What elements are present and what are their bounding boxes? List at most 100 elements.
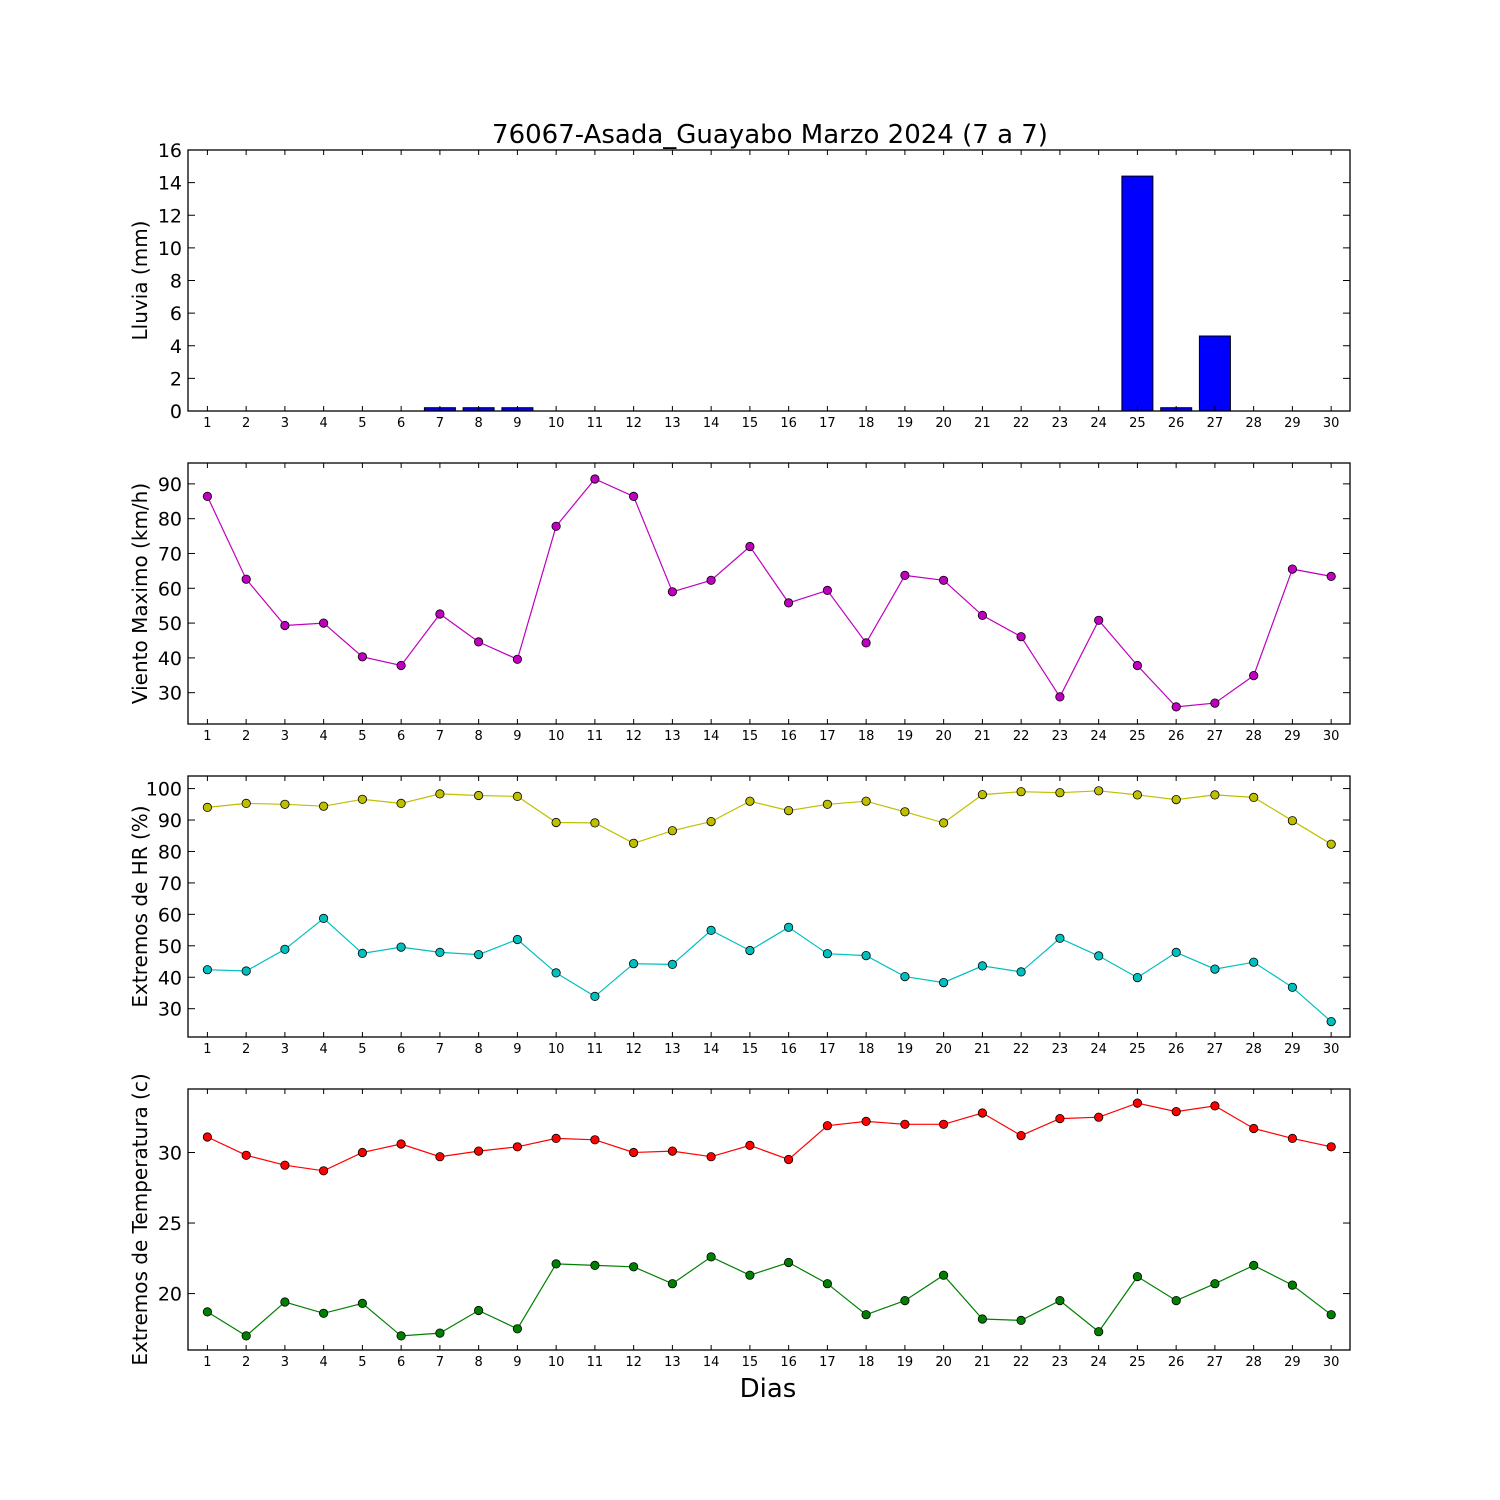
temperature-xtick-label-15: 15 <box>742 1355 759 1370</box>
humidity-series-1-point-day-12 <box>628 838 639 848</box>
temperature-xtick-label-8: 8 <box>475 1355 483 1370</box>
rainfall-xtick-label-24: 24 <box>1090 416 1107 431</box>
humidity-xtick-label-14: 14 <box>703 1042 720 1057</box>
temperature-series-2-point-day-24 <box>1094 1327 1104 1337</box>
wind-panel: 1 2 3 4 5 6 7 8 9 10 11 12 13 14 15 16 17 18 19 20 21 22 23 24 2… <box>128 462 1351 744</box>
wind-xtick-label-22: 22 <box>1013 729 1030 744</box>
temperature-xtick-label-24: 24 <box>1090 1355 1107 1370</box>
wind-xtick-label-27: 27 <box>1207 729 1224 744</box>
humidity-series-2-point-day-29 <box>1287 982 1298 992</box>
temperature-series-1-point-day-21 <box>977 1108 988 1118</box>
temperature-series-2-point-day-10 <box>551 1259 561 1269</box>
humidity-series-1-point-day-19 <box>900 807 910 817</box>
wind-xtick-label-14: 14 <box>703 729 720 744</box>
rainfall-xtick-label-30: 30 <box>1323 416 1340 431</box>
temperature-series-1-point-day-22 <box>1016 1131 1026 1141</box>
rainfall-xtick-label-19: 19 <box>897 416 914 431</box>
temperature-series-2-point-day-15 <box>745 1270 755 1280</box>
wind-ytick-label-70: 70 <box>158 543 182 565</box>
wind-xtick-label-4: 4 <box>320 729 328 744</box>
humidity-series-2-point-day-6 <box>396 942 406 952</box>
humidity-series-1-point-day-24 <box>1094 786 1104 796</box>
humidity-series-2-point-day-2 <box>241 966 251 976</box>
humidity-series-2-point-day-18 <box>861 950 871 961</box>
wind-series-1-point-day-17 <box>822 585 833 596</box>
wind-series-1-point-day-16 <box>783 598 794 608</box>
temperature-series-2-point-day-19 <box>900 1296 910 1306</box>
wind-xtick-label-1: 1 <box>203 729 211 744</box>
temperature-series-2-point-day-21 <box>977 1314 988 1324</box>
rainfall-bar-day-27 <box>1198 335 1231 412</box>
temperature-xtick-label-23: 23 <box>1052 1355 1069 1370</box>
temperature-series-2-point-day-23 <box>1055 1296 1065 1306</box>
wind-xtick-label-18: 18 <box>858 729 875 744</box>
temperature-series-1-point-day-10 <box>551 1133 561 1144</box>
rainfall-xtick-label-21: 21 <box>974 416 991 431</box>
humidity-xtick-label-28: 28 <box>1245 1042 1262 1057</box>
humidity-series-2-line <box>207 917 1332 1023</box>
temperature-series-1-point-day-19 <box>900 1119 910 1129</box>
rainfall-xtick-label-10: 10 <box>548 416 565 431</box>
wind-axes-frame <box>187 462 1351 725</box>
temperature-xtick-label-28: 28 <box>1245 1355 1262 1370</box>
humidity-xtick-label-10: 10 <box>548 1042 565 1057</box>
rainfall-xtick-label-4: 4 <box>320 416 328 431</box>
wind-xtick-label-6: 6 <box>397 729 405 744</box>
temperature-series-2-point-day-17 <box>822 1279 833 1289</box>
wind-series-1-point-day-20 <box>938 575 949 585</box>
humidity-series-1-point-day-9 <box>512 791 523 802</box>
wind-series-1-point-day-4 <box>318 618 329 628</box>
humidity-series-2-point-day-11 <box>590 991 600 1002</box>
temperature-series-1-point-day-27 <box>1210 1101 1220 1111</box>
humidity-xtick-label-5: 5 <box>358 1042 366 1057</box>
temperature-series-2-point-day-28 <box>1249 1260 1259 1271</box>
temperature-axes-frame <box>187 1088 1351 1351</box>
temperature-ytick-label-25: 25 <box>158 1213 182 1235</box>
wind-ytick-label-90: 90 <box>158 474 182 496</box>
temperature-series-1-point-day-6 <box>396 1139 406 1149</box>
humidity-ytick-label-70: 70 <box>158 873 182 895</box>
wind-xtick-label-15: 15 <box>742 729 759 744</box>
humidity-series-1-point-day-8 <box>473 790 484 801</box>
humidity-series-1-point-day-22 <box>1016 787 1026 797</box>
wind-series-1-point-day-25 <box>1132 660 1143 671</box>
temperature-xtick-label-4: 4 <box>320 1355 328 1370</box>
humidity-series-2-point-day-8 <box>473 949 484 960</box>
temperature-series-1-point-day-26 <box>1171 1107 1181 1117</box>
humidity-xtick-label-13: 13 <box>664 1042 681 1057</box>
temperature-series-1-point-day-17 <box>822 1121 833 1131</box>
temperature-series-2-point-day-22 <box>1016 1315 1026 1326</box>
temperature-series-1-point-day-25 <box>1132 1098 1143 1108</box>
temperature-series-1-point-day-23 <box>1055 1114 1065 1124</box>
temperature-series-1-point-day-11 <box>590 1135 600 1145</box>
wind-xtick-label-10: 10 <box>548 729 565 744</box>
humidity-series-1-point-day-30 <box>1326 839 1336 849</box>
temperature-y-axis-label: Extremos de Temperatura (c) <box>128 1073 152 1365</box>
wind-ytick-label-80: 80 <box>158 509 182 531</box>
humidity-xtick-label-21: 21 <box>974 1042 991 1057</box>
humidity-xtick-label-30: 30 <box>1323 1042 1340 1057</box>
temperature-series-1-point-day-14 <box>706 1152 716 1162</box>
temperature-series-2-point-day-4 <box>318 1308 329 1318</box>
humidity-xtick-label-20: 20 <box>935 1042 952 1057</box>
rainfall-ytick-label-6: 6 <box>170 303 182 325</box>
temperature-series-1-point-day-29 <box>1287 1133 1298 1144</box>
humidity-series-2-point-day-17 <box>822 949 833 959</box>
temperature-xtick-label-10: 10 <box>548 1355 565 1370</box>
temperature-series-2-point-day-11 <box>590 1260 600 1271</box>
humidity-series-1-point-day-7 <box>435 789 445 799</box>
humidity-series-1-point-day-11 <box>590 818 600 828</box>
rainfall-ytick-label-10: 10 <box>158 238 182 260</box>
temperature-xtick-label-3: 3 <box>281 1355 289 1370</box>
rainfall-xtick-label-25: 25 <box>1129 416 1146 431</box>
humidity-xtick-label-22: 22 <box>1013 1042 1030 1057</box>
humidity-y-axis-label: Extremos de HR (%) <box>128 805 152 1007</box>
wind-series-1-point-day-9 <box>512 654 523 664</box>
wind-series-1-point-day-24 <box>1094 615 1104 625</box>
humidity-series-1-point-day-15 <box>745 796 755 806</box>
temperature-series-1-point-day-3 <box>280 1160 290 1170</box>
rainfall-xtick-label-15: 15 <box>742 416 759 431</box>
humidity-series-2-point-day-24 <box>1094 951 1104 961</box>
